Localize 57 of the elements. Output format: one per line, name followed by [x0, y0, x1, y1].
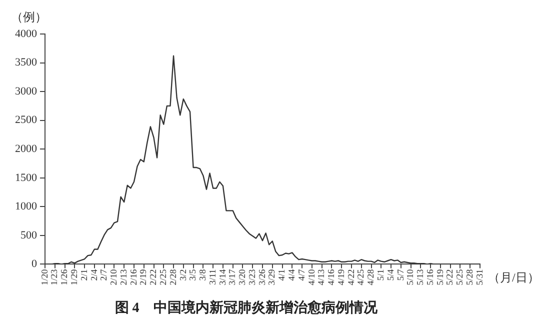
x-tick-label: 2/22 [148, 269, 158, 286]
y-tick-label: 2000 [15, 142, 38, 155]
x-tick-label: 2/19 [138, 268, 148, 286]
x-tick-label: 3/8 [198, 268, 208, 281]
y-tick-label: 0 [32, 258, 38, 270]
x-tick-label: 2/28 [168, 268, 178, 286]
x-tick-label: 2/13 [118, 268, 128, 286]
x-tick-label: 4/7 [296, 268, 306, 281]
x-tick-label: 1/20 [39, 268, 50, 286]
y-tick-label: 3000 [15, 85, 38, 98]
x-tick-label: 2/10 [108, 268, 119, 286]
y-axis-title: （例） [11, 10, 47, 24]
x-tick-label: 4/10 [306, 268, 316, 286]
y-tick-label: 1500 [15, 172, 38, 184]
x-tick-label: 5/31 [474, 269, 484, 286]
y-tick-label: 1000 [15, 200, 38, 213]
x-tick-label: 5/10 [405, 268, 416, 286]
x-axis-title: （月/日） [488, 270, 540, 284]
x-tick-label: 1/26 [59, 268, 70, 286]
y-tick-label: 500 [20, 229, 38, 242]
x-tick-label: 4/28 [366, 268, 376, 286]
x-tick-label: 3/11 [207, 269, 218, 285]
x-tick-label: 3/26 [256, 268, 267, 286]
x-tick-label: 2/25 [158, 268, 168, 286]
x-tick-label: 5/28 [464, 268, 474, 286]
x-tick-label: 3/5 [188, 268, 198, 281]
x-tick-label: 2/4 [88, 268, 99, 281]
x-tick-label: 4/16 [326, 268, 336, 286]
x-tick-label: 1/23 [49, 268, 60, 286]
y-tick-label: 3500 [15, 56, 38, 69]
x-tick-label: 5/4 [385, 268, 396, 281]
x-tick-label: 4/13 [316, 268, 326, 286]
x-tick-label: 3/20 [237, 268, 248, 286]
y-tick-label: 2500 [15, 114, 38, 126]
x-tick-label: 2/16 [128, 268, 138, 286]
x-tick-label: 5/13 [415, 268, 426, 286]
x-tick-label: 3/2 [178, 269, 188, 281]
x-tick-label: 4/22 [346, 269, 356, 286]
x-tick-label: 5/22 [444, 269, 455, 286]
x-tick-label: 4/4 [286, 268, 297, 281]
x-tick-label: 4/1 [276, 269, 287, 281]
x-tick-label: 5/19 [434, 268, 445, 286]
x-tick-label: 2/1 [78, 269, 89, 281]
x-tick-label: 5/25 [454, 268, 465, 286]
x-tick-label: 2/7 [98, 268, 109, 281]
y-tick-label: 4000 [15, 28, 38, 40]
x-tick-label: 3/29 [266, 268, 277, 286]
x-tick-label: 3/14 [217, 268, 228, 286]
x-tick-label: 4/25 [356, 268, 366, 286]
text: 图 4 中国境内新冠肺炎新增治愈病例情况 [114, 299, 378, 316]
x-tick-label: 5/16 [424, 268, 435, 286]
x-tick-label: 3/23 [246, 268, 257, 286]
x-tick-label: 1/29 [69, 268, 80, 286]
x-tick-label: 3/17 [227, 268, 238, 286]
x-tick-label: 5/1 [375, 269, 386, 281]
x-tick-label: 5/7 [395, 268, 406, 281]
x-tick-label: 4/19 [336, 268, 346, 286]
